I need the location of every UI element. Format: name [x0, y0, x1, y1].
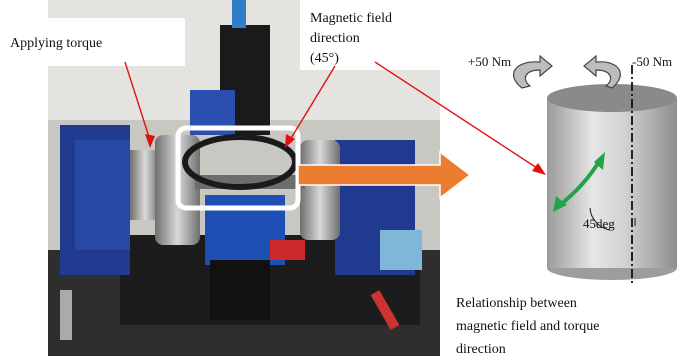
label-negative-torque: -50 Nm	[632, 54, 672, 69]
label-positive-torque: +50 Nm	[468, 54, 511, 69]
label-magnetic-field: direction	[310, 31, 360, 46]
figure: Applying torque Magnetic field direction…	[0, 0, 696, 360]
cylinder	[547, 65, 677, 285]
caption: direction	[456, 342, 506, 357]
torque-arrows	[514, 56, 621, 88]
label-magnetic-field: (45°)	[310, 51, 339, 66]
caption: Relationship between	[456, 296, 577, 311]
caption: magnetic field and torque	[456, 319, 599, 334]
label-applying-torque: Applying torque	[10, 36, 102, 51]
label-angle: 45deg	[583, 216, 615, 231]
label-magnetic-field: Magnetic field	[310, 11, 392, 26]
